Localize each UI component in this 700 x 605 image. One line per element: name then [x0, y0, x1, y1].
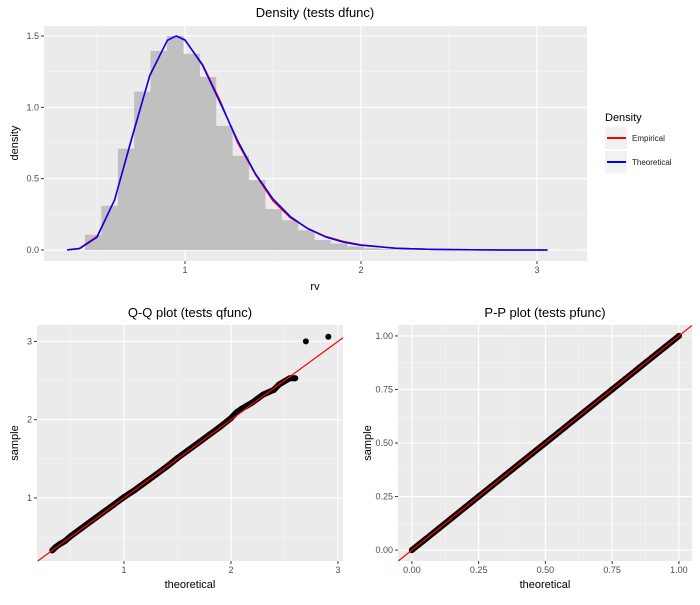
pp-ytick-label: 0.00 [375, 545, 393, 555]
histogram-bar [183, 54, 200, 250]
density-plot-ylabel: density [9, 125, 21, 160]
pp-ytick-label: 0.75 [375, 384, 393, 394]
qq-xtick-label: 1 [121, 565, 126, 575]
pp-xtick-label: 0.75 [603, 565, 621, 575]
density-plot-title: Density (tests dfunc) [256, 5, 375, 20]
pp-xtick-label: 1.00 [670, 565, 688, 575]
histogram-bar [118, 149, 135, 250]
histogram-bar [298, 230, 315, 250]
legend-title: Density [605, 112, 642, 124]
qq-xtick-label: 2 [228, 565, 233, 575]
histogram-bar [380, 249, 397, 250]
histogram-bar [167, 36, 184, 250]
qq-point [303, 338, 309, 344]
histogram-bar [396, 249, 413, 250]
density-ytick-label: 0.5 [26, 174, 39, 184]
pp-xtick-label: 0.00 [403, 565, 421, 575]
pp-ytick-label: 0.25 [375, 492, 393, 502]
legend-label-theoretical: Theoretical [632, 158, 672, 167]
qq-ytick-label: 1 [27, 493, 32, 503]
histogram-bar [265, 209, 282, 250]
legend: Density Empirical Theoretical [605, 112, 672, 173]
histogram-bar [150, 51, 167, 250]
histogram-bar [249, 180, 266, 250]
pp-ytick-label: 1.00 [375, 331, 393, 341]
qq-plot: Q-Q plot (tests qfunc) theoretical sampl… [9, 305, 343, 591]
histogram-bar [101, 206, 118, 250]
density-plot-xlabel: rv [310, 281, 320, 293]
qq-point [325, 334, 331, 340]
histogram-bar [232, 156, 249, 250]
qq-plot-title: Q-Q plot (tests qfunc) [128, 305, 252, 320]
density-ytick-label: 1.5 [26, 31, 39, 41]
qq-ytick-label: 2 [27, 415, 32, 425]
density-xtick-label: 3 [535, 265, 540, 275]
histogram-bar [314, 240, 331, 250]
qq-plot-xlabel: theoretical [165, 579, 216, 591]
legend-label-empirical: Empirical [632, 134, 665, 143]
density-plot: Density (tests dfunc) rv density 1 2 3 0.0 0… [9, 5, 587, 293]
qq-ytick-label: 3 [27, 336, 32, 346]
pp-xtick-label: 0.25 [470, 565, 488, 575]
pp-ytick-label: 0.50 [375, 438, 393, 448]
histogram-bar [363, 248, 380, 250]
histogram-bar [134, 92, 151, 250]
density-ytick-label: 1.0 [26, 102, 39, 112]
qq-xtick-label: 3 [335, 565, 340, 575]
histogram-bar [200, 77, 217, 250]
qq-plot-ylabel: sample [9, 425, 21, 460]
density-xtick-label: 2 [358, 265, 363, 275]
pp-plot-xlabel: theoretical [520, 579, 571, 591]
pp-plot: P-P plot (tests pfunc) theoretical sampl… [362, 305, 692, 591]
histogram-bar [281, 220, 298, 250]
pp-plot-title: P-P plot (tests pfunc) [484, 305, 605, 320]
histogram-bar [331, 244, 348, 250]
density-ytick-label: 0.0 [26, 245, 39, 255]
pp-plot-ylabel: sample [362, 425, 374, 460]
pp-xtick-label: 0.50 [537, 565, 555, 575]
density-xtick-label: 1 [182, 265, 187, 275]
histogram-bar [216, 126, 233, 250]
histogram-bar [347, 246, 364, 250]
qq-point [292, 375, 298, 381]
